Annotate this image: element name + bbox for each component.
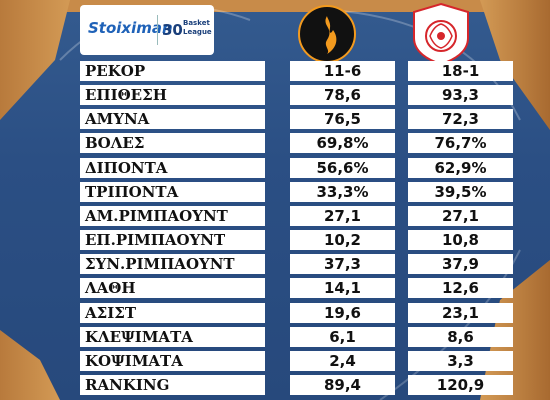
stat-label: ΛΑΘΗ [80, 278, 265, 298]
stat-label: ΚΟΨΙΜΑΤΑ [80, 351, 265, 371]
stat-label: ΑΜΥΝΑ [80, 109, 265, 129]
logo-divider [157, 15, 158, 45]
team2-stat-value: 10,8 [408, 230, 513, 250]
league-brand-text: Stoiximan [88, 19, 173, 37]
team2-stat-value: 8,6 [408, 327, 513, 347]
team2-stat-value: 12,6 [408, 278, 513, 298]
team1-stat-value: 10,2 [290, 230, 395, 250]
team1-stat-value: 11-6 [290, 61, 395, 81]
team1-stat-value: 33,3% [290, 182, 395, 202]
team1-stat-value: 78,6 [290, 85, 395, 105]
team1-stat-value: 27,1 [290, 206, 395, 226]
team2-stat-value: 76,7% [408, 133, 513, 153]
stat-label: ΑΜ.ΡΙΜΠΑΟΥΝΤ [80, 206, 265, 226]
stat-label: ΒΟΛΕΣ [80, 133, 265, 153]
team2-stat-value: 37,9 [408, 254, 513, 274]
stat-label: ΤΡΙΠΟΝΤΑ [80, 182, 265, 202]
stat-label: ΡΕΚΟΡ [80, 61, 265, 81]
team1-stat-value: 14,1 [290, 278, 395, 298]
team2-stat-value: 120,9 [408, 375, 513, 395]
team1-stat-value: 89,4 [290, 375, 395, 395]
team2-stat-value: 3,3 [408, 351, 513, 371]
team2-stat-value: 27,1 [408, 206, 513, 226]
stat-label: RANKING [80, 375, 265, 395]
team1-logo [298, 5, 356, 63]
team1-stat-value: 56,6% [290, 158, 395, 178]
team2-stat-value: 93,3 [408, 85, 513, 105]
stat-label: ΑΣΙΣΤ [80, 303, 265, 323]
team2-stat-value: 62,9% [408, 158, 513, 178]
stat-label: ΕΠ.ΡΙΜΠΑΟΥΝΤ [80, 230, 265, 250]
team2-stat-value: 18-1 [408, 61, 513, 81]
team1-stat-value: 6,1 [290, 327, 395, 347]
team1-stat-value: 69,8% [290, 133, 395, 153]
league-badge-number: 30 [162, 21, 183, 39]
team1-stat-value: 2,4 [290, 351, 395, 371]
stat-label: ΣΥΝ.ΡΙΜΠΑΟΥΝΤ [80, 254, 265, 274]
league-badge-line2: League [183, 28, 212, 36]
stat-label: ΕΠΙΘΕΣΗ [80, 85, 265, 105]
league-badge-line1: Basket [183, 19, 210, 27]
stat-label: ΔΙΠΟΝΤΑ [80, 158, 265, 178]
team2-stat-value: 23,1 [408, 303, 513, 323]
team2-stat-value: 39,5% [408, 182, 513, 202]
league-logo: Stoiximan 30 Basket League [80, 5, 214, 55]
league-badge-text: Basket League [183, 19, 212, 37]
team1-stat-value: 37,3 [290, 254, 395, 274]
flame-icon [325, 16, 337, 54]
team2-logo [413, 2, 469, 66]
stat-label: ΚΛΕΨΙΜΑΤΑ [80, 327, 265, 347]
team2-stat-value: 72,3 [408, 109, 513, 129]
laurel-icon [429, 23, 453, 49]
team1-stat-value: 76,5 [290, 109, 395, 129]
team1-stat-value: 19,6 [290, 303, 395, 323]
